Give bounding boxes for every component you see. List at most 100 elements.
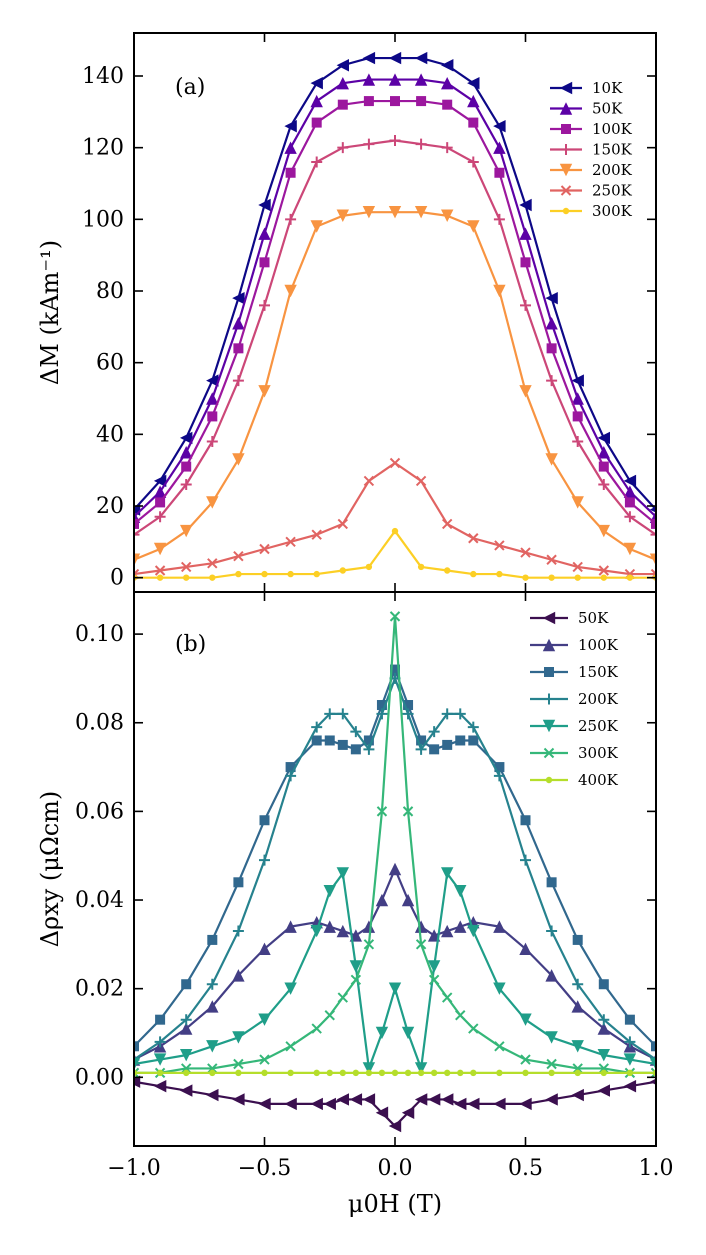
legend-item-10K: 10K [550,79,623,97]
data-point-150K [651,1041,656,1052]
x-tick-label: −1.0 [107,1156,160,1181]
data-point-150K [546,877,557,888]
data-point-100K [572,411,583,422]
data-point-50K [519,227,532,240]
data-point-250K [427,960,441,973]
data-point-400K [391,1069,399,1077]
data-point-200K [623,542,637,556]
data-point-250K [363,475,375,487]
data-point-150K [311,735,322,746]
x-tick-label: 0.0 [378,1156,413,1181]
panel-label: (a) [175,75,205,100]
data-point-200K [545,453,558,466]
data-point-400K [548,1069,555,1077]
data-point-50K [493,1097,506,1111]
y-tick-label: 0.06 [75,799,124,824]
data-point-300K [417,563,425,571]
legend-marker-300K [543,747,555,759]
data-point-200K [493,770,505,782]
data-point-300K [389,611,401,622]
data-point-250K [454,884,467,898]
data-point-100K [414,920,428,933]
data-point-300K [520,1054,531,1065]
data-point-200K [284,284,297,298]
data-point-150K [624,511,636,523]
data-point-100K [520,257,531,268]
data-point-250K [349,960,363,973]
data-point-50K [349,1093,363,1106]
data-point-50K [336,1093,349,1106]
data-point-50K [649,1078,656,1085]
data-point-50K [362,1093,376,1106]
data-point-50K [258,227,271,240]
legend-item-200K: 200K [550,161,633,179]
legend-item-100K: 100K [550,120,633,138]
data-point-100K [388,862,402,876]
data-point-50K [441,1093,454,1106]
data-point-100K [651,518,656,529]
data-point-10K [206,374,219,387]
y-tick-label: 120 [82,136,124,161]
data-point-400K [326,1069,333,1077]
data-point-200K [232,925,244,937]
data-point-50K [284,1097,297,1111]
legend-label: 50K [578,609,609,627]
data-point-400K [404,1069,412,1077]
data-point-300K [363,939,375,950]
legend-item-200K: 200K [530,690,619,708]
data-point-150K [467,156,479,168]
data-point-300K [180,1063,192,1074]
legend-item-300K: 300K [550,202,633,220]
series-200K [134,205,656,566]
data-point-150K [324,735,335,746]
data-point-100K [519,942,532,955]
data-point-50K [427,1093,441,1106]
data-point-150K [598,479,610,490]
data-point-300K [572,1063,583,1074]
legend-marker-250K [542,719,556,733]
data-point-300K [350,974,362,986]
data-point-100K [336,924,349,938]
data-point-200K [441,209,454,222]
y-tick-label: 140 [82,64,124,89]
data-point-50K [414,73,428,86]
data-point-400K [522,1069,529,1077]
data-point-300K [402,806,414,817]
data-point-250K [414,1062,428,1075]
data-point-50K [388,73,402,86]
data-point-200K [428,726,440,738]
legend-marker-50K [542,611,556,625]
data-point-250K [258,1013,271,1026]
data-point-200K [649,553,656,566]
data-point-400K [365,1069,373,1077]
data-point-10K [623,474,637,488]
data-point-300K [470,570,477,578]
data-point-100K [454,920,467,933]
data-point-10K [180,431,193,445]
legend-marker-300K [562,207,570,215]
data-point-150K [572,934,583,945]
legend-item-250K: 250K [530,717,619,735]
data-point-150K [207,934,218,945]
data-point-100K [441,924,454,938]
y-tick-label: 80 [96,279,124,304]
data-point-250K [415,475,427,487]
data-point-200K [311,721,323,733]
legend-label: 200K [592,161,633,179]
legend-item-50K: 50K [530,609,609,627]
legend-label: 150K [578,663,619,681]
data-point-100K [258,942,271,955]
data-point-400K [457,1069,464,1077]
data-point-10K [545,291,558,305]
data-point-200K [259,854,270,866]
x-tick-label: −0.5 [238,1156,291,1181]
legend-item-100K: 100K [530,636,619,654]
data-point-200K [376,708,388,720]
data-point-200K [134,553,141,566]
data-point-300K [444,567,451,574]
data-point-300K [415,939,427,950]
data-point-50K [323,1097,336,1111]
data-point-150K [232,375,244,387]
data-point-50K [454,1097,467,1111]
data-point-150K [520,299,531,311]
